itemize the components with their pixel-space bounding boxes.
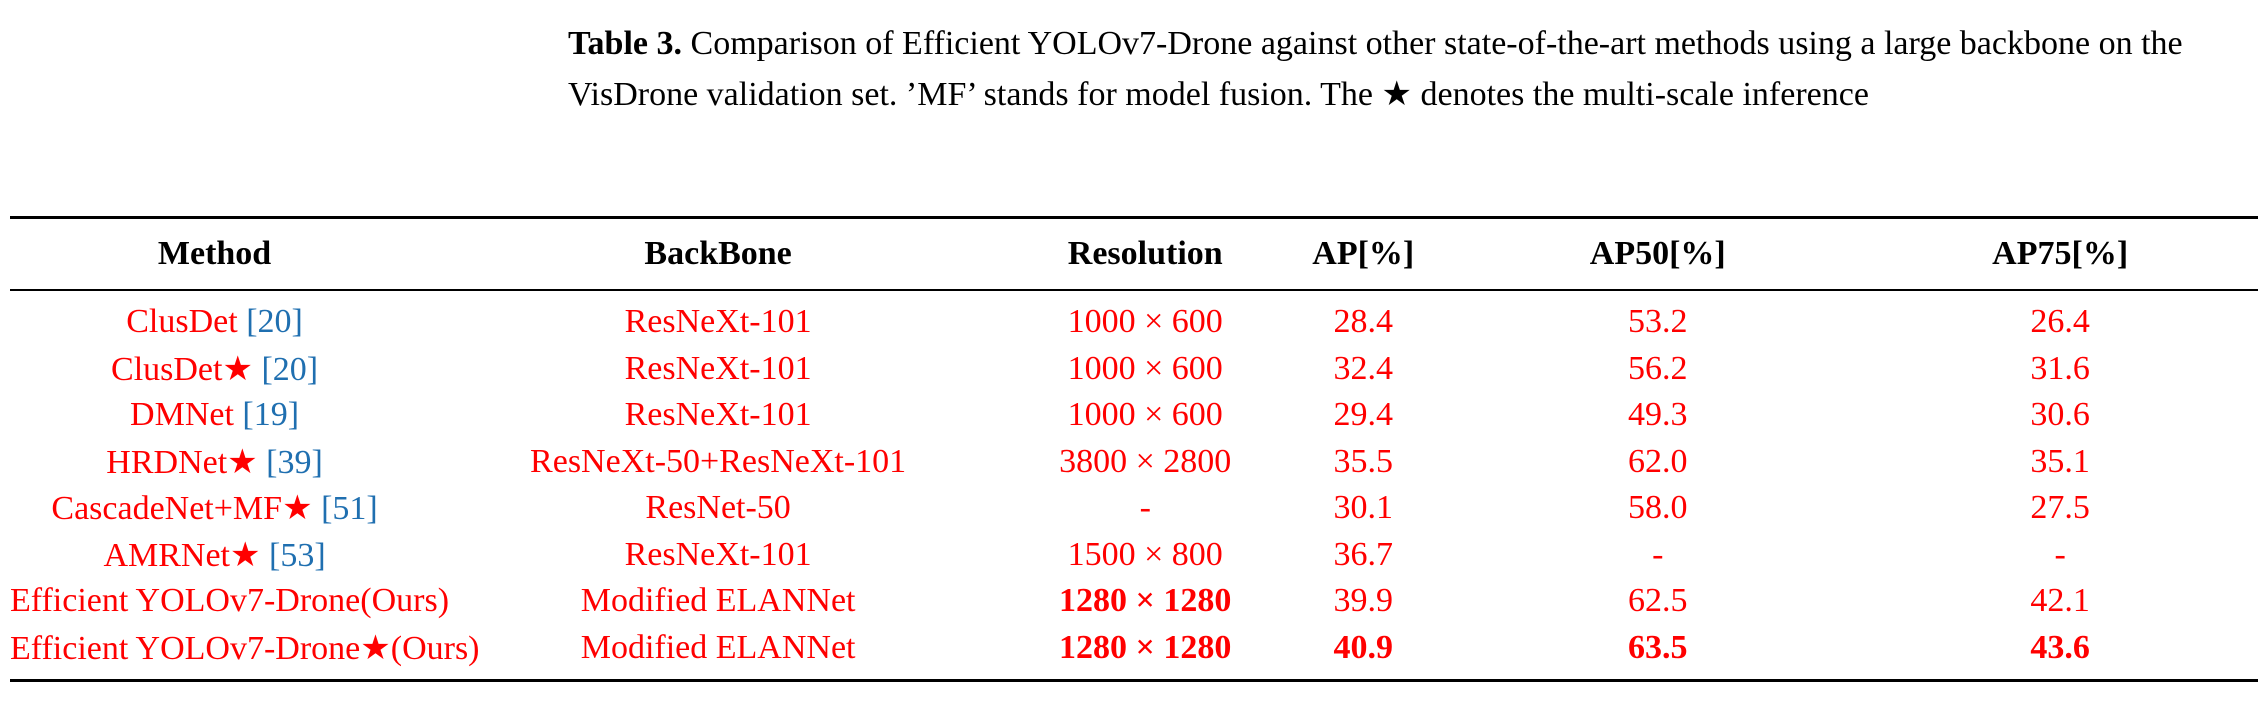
caption-label: Table 3. <box>568 25 683 62</box>
cell-resolution: 1000 × 600 <box>1067 303 1223 341</box>
cell-ap50: 63.5 <box>1628 628 1688 666</box>
header-method: Method <box>157 235 272 272</box>
cell-backbone: ResNeXt-101 <box>624 349 812 387</box>
cell-backbone: Modified ELANNet <box>580 628 856 666</box>
cell-ap: 40.9 <box>1333 628 1394 666</box>
table-row: Efficient YOLOv7-Drone★(Ours) Modified E… <box>10 625 2258 681</box>
citation-link[interactable]: [19] <box>242 396 300 434</box>
cell-backbone: ResNet-50 <box>645 489 791 527</box>
header-resolution: Resolution <box>1067 235 1223 272</box>
header-ap: AP[%] <box>1312 235 1415 272</box>
cell-backbone: ResNeXt-101 <box>624 535 812 573</box>
cell-ap: 28.4 <box>1333 303 1394 341</box>
cell-ap50: - <box>1652 535 1664 573</box>
cell-ap75: 31.6 <box>2030 349 2090 387</box>
comparison-table-container: Method BackBone Resolution AP[%] AP50[%]… <box>10 216 2258 682</box>
header-backbone: BackBone <box>644 235 792 272</box>
cell-resolution: 1000 × 600 <box>1067 396 1223 434</box>
cell-backbone: ResNeXt-101 <box>624 303 812 341</box>
cell-resolution: - <box>1139 489 1151 527</box>
cell-resolution: 1000 × 600 <box>1067 349 1223 387</box>
cell-ap: 32.4 <box>1333 349 1394 387</box>
cell-method: DMNet [19] <box>130 396 300 434</box>
comparison-table: Method BackBone Resolution AP[%] AP50[%]… <box>10 216 2258 682</box>
table-row: ClusDet [20] ResNeXt-101 1000 × 600 28.4… <box>10 290 2258 346</box>
table-row: HRDNet★ [39] ResNeXt-50+ResNeXt-101 3800… <box>10 439 2258 486</box>
cell-resolution: 1280 × 1280 <box>1059 628 1232 666</box>
header-ap50: AP50[%] <box>1589 235 1726 272</box>
cell-backbone: ResNeXt-50+ResNeXt-101 <box>530 442 907 480</box>
cell-ap75: 26.4 <box>2030 303 2090 341</box>
citation-link[interactable]: [53] <box>269 536 326 574</box>
table-caption: Table 3. Comparison of Efficient YOLOv7-… <box>568 18 2258 120</box>
cell-ap75: 43.6 <box>2030 628 2090 666</box>
citation-link[interactable]: [20] <box>261 350 319 388</box>
cell-ap50: 49.3 <box>1628 396 1688 434</box>
cell-ap: 39.9 <box>1333 582 1394 620</box>
cell-method: CascadeNet+MF★ [51] <box>51 490 378 528</box>
cell-ap75: - <box>2054 535 2066 573</box>
citation-link[interactable]: [39] <box>266 443 323 481</box>
cell-ap75: 30.6 <box>2030 396 2090 434</box>
cell-ap: 35.5 <box>1333 442 1394 480</box>
table-row: Efficient YOLOv7-Drone(Ours) Modified EL… <box>10 578 2258 625</box>
cell-resolution: 3800 × 2800 <box>1059 442 1232 480</box>
table-row: ClusDet★ [20] ResNeXt-101 1000 × 600 32.… <box>10 346 2258 393</box>
citation-link[interactable]: [51] <box>321 490 378 528</box>
cell-method: Efficient YOLOv7-Drone★(Ours) <box>10 629 480 667</box>
cell-resolution: 1280 × 1280 <box>1059 582 1232 620</box>
cell-ap50: 62.5 <box>1628 582 1688 620</box>
table-row: DMNet [19] ResNeXt-101 1000 × 600 29.4 4… <box>10 392 2258 439</box>
cell-ap: 36.7 <box>1333 535 1394 573</box>
cell-ap50: 58.0 <box>1628 489 1688 527</box>
cell-backbone: ResNeXt-101 <box>624 396 812 434</box>
cell-ap75: 35.1 <box>2030 442 2090 480</box>
cell-resolution: 1500 × 800 <box>1067 535 1223 573</box>
cell-method: Efficient YOLOv7-Drone(Ours) <box>10 582 450 620</box>
cell-method: HRDNet★ [39] <box>106 443 323 481</box>
cell-method: ClusDet★ [20] <box>111 350 319 388</box>
cell-ap75: 42.1 <box>2030 582 2090 620</box>
table-row: AMRNet★ [53] ResNeXt-101 1500 × 800 36.7… <box>10 532 2258 579</box>
cell-ap50: 62.0 <box>1628 442 1688 480</box>
cell-method: AMRNet★ [53] <box>103 536 326 574</box>
cell-ap50: 56.2 <box>1628 349 1688 387</box>
cell-ap50: 53.2 <box>1628 303 1688 341</box>
cell-ap: 30.1 <box>1333 489 1394 527</box>
cell-backbone: Modified ELANNet <box>580 582 856 620</box>
cell-method: ClusDet [20] <box>126 303 303 341</box>
table-row: CascadeNet+MF★ [51] ResNet-50 - 30.1 58.… <box>10 485 2258 532</box>
table-header-row: Method BackBone Resolution AP[%] AP50[%]… <box>10 217 2258 290</box>
citation-link[interactable]: [20] <box>246 303 303 341</box>
caption-text: Comparison of Efficient YOLOv7-Drone aga… <box>568 25 2183 113</box>
cell-ap75: 27.5 <box>2030 489 2090 527</box>
cell-ap: 29.4 <box>1333 396 1394 434</box>
header-ap75: AP75[%] <box>1992 235 2129 272</box>
